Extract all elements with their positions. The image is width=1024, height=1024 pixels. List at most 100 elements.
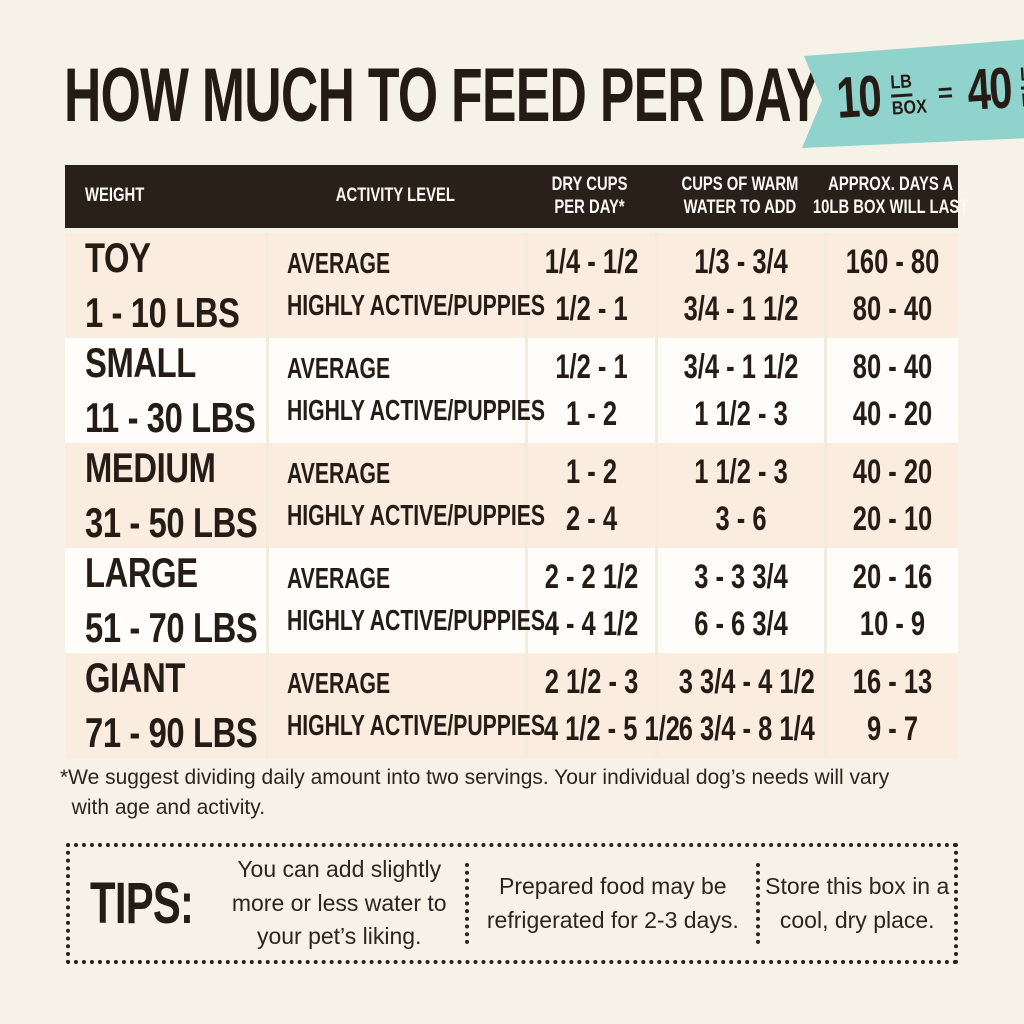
tip-text-water: You can add slightly more or less water … [231, 856, 447, 950]
days-average: 160 - 80 [845, 243, 940, 281]
activity-cell: AVERAGE HIGHLY ACTIVE/PUPPIES [266, 653, 546, 758]
activity-average-label: AVERAGE [287, 563, 391, 595]
water-average: 1 1/2 - 3 [694, 453, 788, 491]
table-row-giant: GIANT 71 - 90 LBS AVERAGE HIGHLY ACTIVE/… [65, 653, 958, 758]
weight-cell: LARGE 51 - 70 LBS [65, 548, 266, 653]
activity-average-label: AVERAGE [287, 668, 391, 700]
col-header-activity: ACTIVITY LEVEL [266, 165, 525, 228]
size-label: GIANT [85, 654, 185, 701]
dry-cups-cell: 1 - 2 2 - 4 [525, 443, 655, 548]
col-header-activity-label: ACTIVITY LEVEL [335, 185, 456, 207]
col-header-days: APPROX. DAYS A 10LB BOX WILL LAST [813, 165, 968, 228]
promo-badge: 10 LB BOX = 40 LBSof FOOD! [792, 36, 1024, 152]
activity-high-label: HIGHLY ACTIVE/PUPPIES [287, 710, 546, 742]
days-high: 80 - 40 [852, 290, 933, 328]
footnote-text: *We suggest dividing daily amount into t… [60, 766, 890, 820]
activity-cell: AVERAGE HIGHLY ACTIVE/PUPPIES [266, 548, 546, 653]
feeding-table: WEIGHT ACTIVITY LEVEL DRY CUPS PER DAY* … [65, 165, 969, 758]
size-label: SMALL [85, 339, 196, 386]
col-header-days-label: APPROX. DAYS A 10LB BOX WILL LAST [813, 173, 969, 218]
activity-cell: AVERAGE HIGHLY ACTIVE/PUPPIES [266, 443, 546, 548]
days-cell: 20 - 16 10 - 9 [824, 548, 958, 653]
water-average: 1/3 - 3/4 [694, 243, 788, 281]
badge-content: 10 LB BOX = 40 LBSof FOOD! [826, 55, 1024, 131]
days-average: 80 - 40 [852, 348, 933, 386]
size-label: MEDIUM [85, 444, 216, 491]
dry-cups-average: 1 - 2 [565, 453, 618, 491]
dry-cups-high: 4 1/2 - 5 1/2 [543, 710, 680, 748]
weight-range: 51 - 70 LBS [85, 604, 258, 651]
badge-qty-40: 40 [965, 55, 1013, 123]
activity-high-label: HIGHLY ACTIVE/PUPPIES [287, 605, 546, 637]
tip-item-storage: Store this box in a cool, dry place. [760, 870, 954, 937]
table-row-small: SMALL 11 - 30 LBS AVERAGE HIGHLY ACTIVE/… [65, 338, 958, 443]
water-high: 1 1/2 - 3 [694, 395, 788, 433]
dry-cups-high: 1/2 - 1 [555, 290, 628, 328]
ribbon-banner-icon [802, 39, 1024, 148]
table-row-toy: TOY 1 - 10 LBS AVERAGE HIGHLY ACTIVE/PUP… [65, 233, 958, 338]
col-header-dry-cups: DRY CUPS PER DAY* [525, 165, 655, 228]
activity-cell: AVERAGE HIGHLY ACTIVE/PUPPIES [266, 338, 546, 443]
dry-cups-average: 1/2 - 1 [555, 348, 628, 386]
days-cell: 40 - 20 20 - 10 [824, 443, 958, 548]
water-high: 3/4 - 1 1/2 [683, 290, 799, 328]
water-high: 6 - 6 3/4 [694, 605, 788, 643]
tip-item-refrigerate: Prepared food may be refrigerated for 2-… [469, 870, 756, 937]
days-high: 20 - 10 [852, 500, 933, 538]
days-high: 10 - 9 [859, 605, 926, 643]
dry-cups-cell: 1/4 - 1/2 1/2 - 1 [525, 233, 655, 338]
water-cell: 1/3 - 3/4 3/4 - 1 1/2 [655, 233, 824, 338]
activity-high-label: HIGHLY ACTIVE/PUPPIES [287, 290, 546, 322]
dry-cups-high: 1 - 2 [565, 395, 618, 433]
weight-range: 71 - 90 LBS [85, 709, 258, 756]
badge-unit-lbs-food: LBSof FOOD! [1020, 62, 1024, 111]
table-row-medium: MEDIUM 31 - 50 LBS AVERAGE HIGHLY ACTIVE… [65, 443, 958, 548]
weight-range: 1 - 10 LBS [85, 289, 240, 336]
water-cell: 3/4 - 1 1/2 1 1/2 - 3 [655, 338, 824, 443]
dry-cups-average: 2 1/2 - 3 [544, 663, 639, 701]
col-header-dry-cups-label: DRY CUPS PER DAY* [552, 173, 628, 218]
dry-cups-average: 2 - 2 1/2 [544, 558, 639, 596]
col-header-water-label: CUPS OF WARM WATER TO ADD [681, 173, 798, 218]
weight-cell: SMALL 11 - 30 LBS [65, 338, 266, 443]
col-header-weight-label: WEIGHT [85, 185, 145, 207]
activity-cell: AVERAGE HIGHLY ACTIVE/PUPPIES [266, 233, 546, 338]
days-cell: 160 - 80 80 - 40 [824, 233, 958, 338]
weight-range: 11 - 30 LBS [85, 394, 256, 441]
activity-average-label: AVERAGE [287, 248, 391, 280]
tips-label: TIPS: [70, 870, 213, 937]
badge-box-label: BOX [890, 96, 928, 120]
dry-cups-cell: 2 1/2 - 3 4 1/2 - 5 1/2 [525, 653, 680, 758]
water-cell: 1 1/2 - 3 3 - 6 [655, 443, 824, 548]
days-average: 16 - 13 [852, 663, 933, 701]
table-row-large: LARGE 51 - 70 LBS AVERAGE HIGHLY ACTIVE/… [65, 548, 958, 653]
badge-unit-lb-box: LB BOX [889, 71, 928, 120]
water-average: 3 3/4 - 4 1/2 [678, 663, 815, 701]
tip-item-water: You can add slightly more or less water … [213, 853, 465, 953]
water-high: 6 3/4 - 8 1/4 [678, 710, 815, 748]
tip-text-refrigerate: Prepared food may be refrigerated for 2-… [486, 873, 739, 933]
tip-text-storage: Store this box in a cool, dry place. [765, 873, 950, 933]
activity-average-label: AVERAGE [287, 458, 391, 490]
weight-cell: TOY 1 - 10 LBS [65, 233, 266, 338]
dry-cups-average: 1/4 - 1/2 [544, 243, 639, 281]
water-average: 3/4 - 1 1/2 [683, 348, 799, 386]
activity-high-label: HIGHLY ACTIVE/PUPPIES [287, 500, 546, 532]
activity-average-label: AVERAGE [287, 353, 391, 385]
water-high: 3 - 6 [715, 500, 767, 538]
badge-qty-10: 10 [834, 63, 883, 131]
weight-cell: GIANT 71 - 90 LBS [65, 653, 266, 758]
col-header-weight: WEIGHT [65, 165, 266, 228]
badge-equals: = [936, 76, 954, 108]
tips-divider [756, 863, 761, 944]
days-high: 40 - 20 [852, 395, 933, 433]
weight-range: 31 - 50 LBS [85, 499, 258, 546]
badge-lb-label: LB [889, 71, 913, 98]
tips-divider [465, 863, 470, 944]
activity-high-label: HIGHLY ACTIVE/PUPPIES [287, 395, 546, 427]
col-header-water: CUPS OF WARM WATER TO ADD [655, 165, 824, 228]
days-cell: 80 - 40 40 - 20 [824, 338, 958, 443]
days-cell: 16 - 13 9 - 7 [824, 653, 958, 758]
page-title: HOW MUCH TO FEED PER DAY [64, 53, 821, 138]
badge-lbs-label: LBS [1020, 62, 1024, 90]
